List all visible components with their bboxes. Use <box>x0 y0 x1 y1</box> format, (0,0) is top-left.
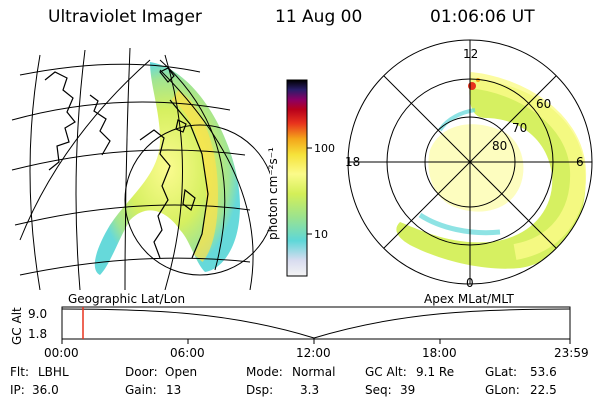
status-seq-label: Seq: <box>365 383 392 397</box>
time-tick-0600: 06:00 <box>170 346 205 360</box>
status-seq-value: 39 <box>400 383 416 397</box>
status-gcalt-label: GC Alt: <box>365 365 407 379</box>
time-label: 01:06:06 UT <box>430 7 535 27</box>
status-flt-value: LBHL <box>38 365 69 379</box>
altitude-ytick-top: 9.0 <box>28 307 48 321</box>
time-tick-1200: 12:00 <box>296 346 331 360</box>
mlt-label-18: 18 <box>345 155 361 169</box>
status-gain-value: 13 <box>166 383 182 397</box>
instrument-title: Ultraviolet Imager <box>48 7 202 27</box>
time-tick-0000: 00:00 <box>44 346 79 360</box>
time-tick-1800: 18:00 <box>422 346 457 360</box>
colorbar-tick-100: 100 <box>314 142 335 155</box>
lat-label-70: 70 <box>512 121 528 135</box>
lat-label-60: 60 <box>536 97 552 111</box>
status-mode-label: Mode: <box>246 365 283 379</box>
status-glon-label: GLon: <box>485 383 520 397</box>
time-tick-2359: 23:59 <box>554 346 589 360</box>
altitude-ytick-bottom: 1.8 <box>28 327 48 341</box>
status-ip-label: IP: <box>10 383 25 397</box>
mlt-label-6: 6 <box>576 155 584 169</box>
status-gcalt-value: 9.1 Re <box>416 365 455 379</box>
status-flt-label: Flt: <box>10 365 29 379</box>
projection-label-left: Geographic Lat/Lon <box>68 292 186 306</box>
mlt-label-12: 12 <box>463 47 479 61</box>
projection-label-right: Apex MLat/MLT <box>424 292 514 306</box>
mlt-label-0: 0 <box>466 276 474 290</box>
status-glon-value: 22.5 <box>530 383 557 397</box>
lat-label-80: 80 <box>492 139 508 153</box>
status-door-label: Door: <box>125 365 158 379</box>
date-label: 11 Aug 00 <box>275 7 363 27</box>
status-glat-value: 53.6 <box>530 365 557 379</box>
status-door-value: Open <box>165 365 198 379</box>
colorbar-tick-10: 10 <box>314 228 328 241</box>
aurora-oval-polar <box>396 78 586 269</box>
status-dsp-label: Dsp: <box>246 383 274 397</box>
status-dsp-value: 3.3 <box>300 383 320 397</box>
altitude-ylabel: GC Alt <box>10 307 24 345</box>
status-glat-label: GLat: <box>485 365 518 379</box>
status-gain-label: Gain: <box>125 383 157 397</box>
status-ip-value: 36.0 <box>32 383 59 397</box>
status-mode-value: Normal <box>292 365 336 379</box>
